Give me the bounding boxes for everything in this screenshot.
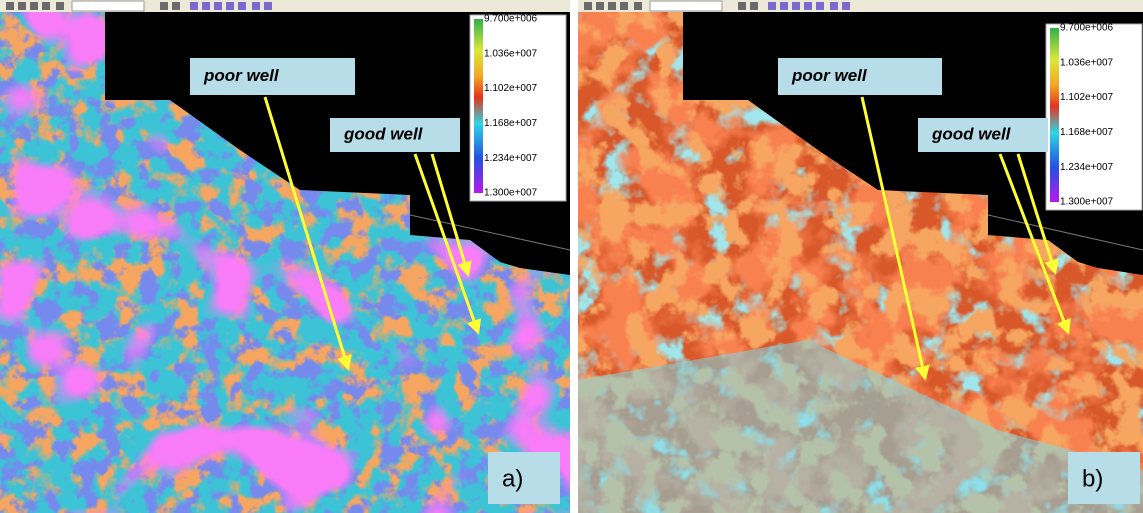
panel-label-box [488, 452, 560, 504]
toolbar-icon [214, 2, 222, 10]
toolbar-icon [768, 2, 776, 10]
toolbar-icon [190, 2, 198, 10]
colorbar-label: 9.700e+006 [1060, 23, 1114, 34]
horizon-line [987, 214, 1143, 251]
toolbar-icon [30, 2, 38, 10]
colorbar-label: 1.036e+007 [484, 48, 538, 59]
toolbar-icon [56, 2, 64, 10]
colorbar-label: 9.700e+006 [484, 14, 538, 25]
toolbar-icon [634, 2, 642, 10]
toolbar-icon [264, 2, 272, 10]
toolbar-icon [172, 2, 180, 10]
panel-label: a) [502, 465, 523, 492]
toolbar-icon [238, 2, 246, 10]
arrow [430, 153, 472, 277]
divider [570, 0, 578, 513]
colorbar-label: 1.234e+007 [484, 153, 538, 164]
colorbar-label: 1.234e+007 [1060, 162, 1114, 173]
toolbar-icon [160, 2, 168, 10]
colorbar-label: 1.300e+007 [484, 188, 538, 199]
toolbar-icon [620, 2, 628, 10]
colorbar-box [1045, 23, 1143, 211]
toolbar-icon [584, 2, 592, 10]
toolbar-icon [202, 2, 210, 10]
map-panel: 9.700e+006 1.036e+007 1.102e+007 1.168e+007… [0, 0, 570, 513]
toolbar-icon [738, 2, 746, 10]
colorbar-label: 1.102e+007 [1060, 92, 1114, 103]
arrow [1016, 153, 1059, 275]
arrow [413, 153, 482, 335]
colorbar-strip [474, 19, 483, 193]
panel-label-box [1068, 452, 1140, 504]
note-text: good well [931, 124, 1012, 143]
map-panel: 9.700e+006 1.036e+007 1.102e+007 1.168e+007… [578, 0, 1143, 513]
toolbar-icon [792, 2, 800, 10]
toolbar-icon [780, 2, 788, 10]
note-box [330, 118, 460, 152]
toolbar-icon [6, 2, 14, 10]
toolbar-icon [608, 2, 616, 10]
toolbar-icon [42, 2, 50, 10]
toolbar-icon [596, 2, 604, 10]
colorbar-label: 1.036e+007 [1060, 57, 1114, 68]
note-box [190, 58, 355, 95]
toolbar-field [649, 0, 723, 12]
colorbar-label: 1.102e+007 [484, 83, 538, 94]
toolbar-icon [18, 2, 26, 10]
toolbar-icon [804, 2, 812, 10]
toolbar-icon [226, 2, 234, 10]
arrow [263, 96, 352, 371]
arrow [860, 96, 930, 381]
arrow [998, 153, 1071, 335]
note-box [918, 118, 1048, 152]
colorbar-box [469, 14, 567, 202]
note-box [778, 58, 942, 95]
toolbar-icon [252, 2, 260, 10]
colorbar-label: 1.168e+007 [1060, 127, 1114, 138]
colorbar-label: 1.168e+007 [484, 118, 538, 129]
note-text: good well [343, 124, 424, 143]
toolbar-icon [750, 2, 758, 10]
colorbar-strip [1050, 28, 1059, 202]
horizon-line [409, 214, 570, 251]
toolbar-field [71, 0, 145, 12]
note-text: poor well [791, 66, 868, 85]
toolbar-icon [830, 2, 838, 10]
panel-label: b) [1082, 465, 1103, 492]
toolbar-icon [842, 2, 850, 10]
map-lower [578, 340, 1143, 513]
toolbar-icon [816, 2, 824, 10]
colorbar-label: 1.300e+007 [1060, 197, 1114, 208]
note-text: poor well [203, 66, 280, 85]
